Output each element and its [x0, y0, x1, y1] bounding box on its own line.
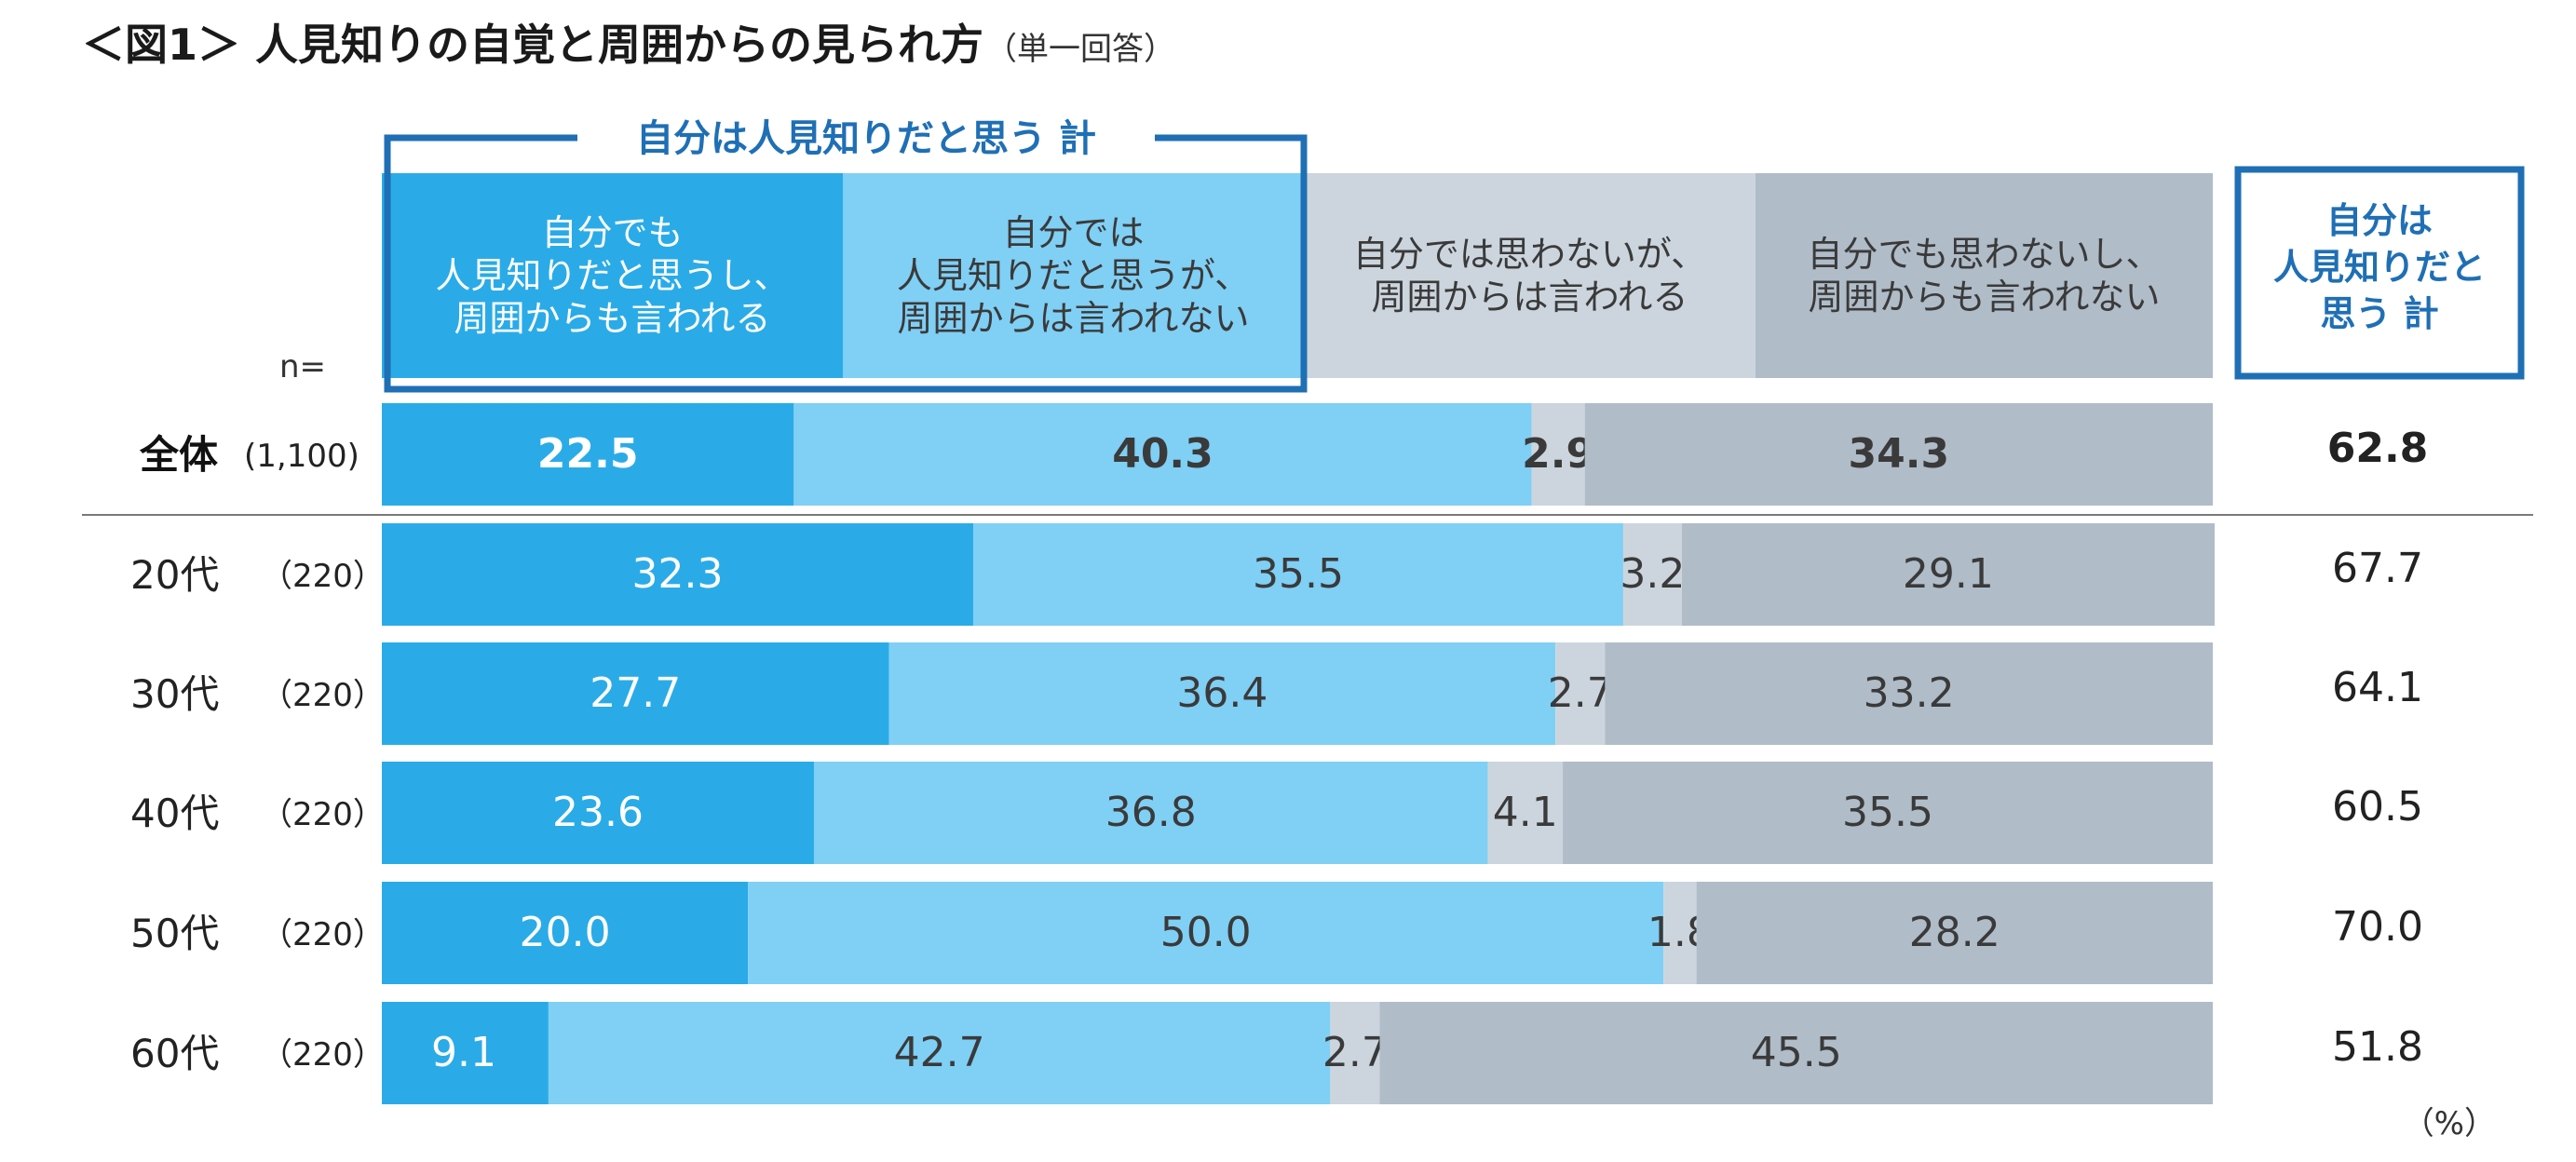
bar-row3-series4	[1605, 642, 2213, 745]
bar-row3-series1	[382, 642, 889, 745]
legend-header-2	[843, 173, 1304, 378]
chart-title: ＜図1＞ 人見知りの自覚と周囲からの見られ方	[82, 20, 983, 70]
bar-row1-series1	[382, 403, 794, 506]
total-header-line-3: 思う 計	[2320, 293, 2438, 334]
data-label-row6-series4: 45.5	[1751, 1029, 1842, 1076]
bar-row4-series4	[1563, 762, 2213, 864]
data-label-row5-series1: 20.0	[520, 909, 611, 956]
bar-row3-series3	[1555, 642, 1606, 745]
data-label-row4-series4: 35.5	[1842, 789, 1933, 836]
legend-header-2-line-3: 周囲からは言われない	[897, 298, 1249, 339]
bar-row6-series1	[382, 1002, 549, 1104]
data-label-row3-series2: 36.4	[1176, 669, 1268, 717]
unit-label: （%）	[2403, 1105, 2496, 1142]
data-label-row6-series2: 42.7	[894, 1029, 985, 1076]
data-label-row1-series1: 22.5	[537, 430, 639, 478]
row-label-4: 40代	[130, 790, 219, 836]
legend-header-2-line-2: 人見知りだと思うが、	[897, 255, 1250, 296]
bar-row1-series4	[1584, 403, 2213, 506]
bar-row5-series1	[382, 882, 749, 984]
data-label-row2-series4: 29.1	[1903, 550, 1994, 598]
legend-header-2-line-1: 自分では	[1002, 212, 1144, 253]
total-header-box	[2234, 166, 2525, 380]
group-bracket-label: 自分は人見知りだと思う 計	[636, 117, 1096, 160]
bar-row2-series1	[382, 523, 974, 626]
data-label-row2-series2: 35.5	[1253, 550, 1344, 598]
data-label-row6-series1: 9.1	[431, 1029, 496, 1076]
total-header-line-2: 人見知りだと	[2273, 247, 2486, 288]
total-value-row5: 70.0	[2332, 903, 2423, 951]
data-label-row4-series3: 4.1	[1493, 789, 1558, 836]
legend-header-1-line-1: 自分でも	[541, 212, 683, 253]
bar-row4-series3	[1487, 762, 1564, 864]
total-header-line-1: 自分は	[2326, 200, 2433, 241]
data-label-row3-series1: 27.7	[590, 669, 681, 717]
row-n-4: （220）	[261, 796, 385, 833]
row-n-5: （220）	[261, 916, 385, 953]
n-label: n=	[279, 348, 326, 385]
bar-row2-series2	[973, 523, 1623, 626]
bar-row6-series2	[548, 1002, 1331, 1104]
total-value-row3: 64.1	[2332, 664, 2423, 711]
legend-header-3-line-2: 周囲からは言われる	[1371, 277, 1688, 318]
bar-row4-series1	[382, 762, 814, 864]
legend-header-1-line-2: 人見知りだと思うし、	[435, 255, 789, 296]
data-label-row4-series1: 23.6	[552, 789, 644, 836]
plot-area: 自分でも人見知りだと思うし、周囲からも言われる自分では人見知りだと思うが、周囲か…	[82, 117, 2533, 1104]
data-label-row5-series2: 50.0	[1160, 909, 1252, 956]
data-label-row1-series3: 2.9	[1522, 430, 1594, 478]
legend-header-4-line-2: 周囲からも言われない	[1808, 277, 2160, 318]
bar-row6-series3	[1330, 1002, 1380, 1104]
data-label-row3-series3: 2.7	[1548, 669, 1613, 717]
data-label-row1-series2: 40.3	[1112, 430, 1213, 478]
legend-header-4	[1756, 173, 2213, 378]
bar-row2-series4	[1681, 523, 2215, 626]
row-n-3: （220）	[261, 677, 385, 714]
bar-row5-series3	[1663, 882, 1697, 984]
bar-row3-series2	[888, 642, 1556, 745]
legend-header-3-line-1: 自分では思わないが、	[1353, 234, 1706, 275]
bar-row2-series3	[1622, 523, 1682, 626]
total-value-row6: 51.8	[2332, 1023, 2423, 1071]
bar-row5-series2	[748, 882, 1664, 984]
legend-header-1-line-3: 周囲からも言われる	[454, 298, 770, 339]
legend-header-1	[382, 173, 843, 378]
data-label-row5-series4: 28.2	[1909, 909, 2000, 956]
bar-row5-series4	[1696, 882, 2213, 984]
group-bracket	[384, 134, 1308, 393]
row-n-2: （220）	[261, 558, 385, 595]
row-label-2: 20代	[130, 552, 219, 598]
chart-subtitle: （単一回答）	[985, 31, 1175, 68]
bar-row1-series3	[1531, 403, 1585, 506]
data-label-row3-series4: 33.2	[1864, 669, 1955, 717]
row-label-3: 30代	[130, 671, 219, 717]
legend-header-3	[1304, 173, 1756, 378]
legend-header-4-line-1: 自分でも思わないし、	[1807, 234, 2161, 275]
data-label-row4-series2: 36.8	[1105, 789, 1197, 836]
row-label-5: 50代	[130, 911, 219, 956]
data-label-row2-series1: 32.3	[632, 550, 724, 598]
data-label-row2-series3: 3.2	[1620, 550, 1685, 598]
data-label-row6-series3: 2.7	[1322, 1029, 1388, 1076]
row-n-1: (1,100)	[244, 438, 359, 475]
row-n-6: （220）	[261, 1036, 385, 1074]
bar-row6-series4	[1379, 1002, 2213, 1104]
row-label-6: 60代	[130, 1031, 219, 1076]
total-value-row2: 67.7	[2332, 545, 2423, 592]
total-value-row1: 62.8	[2327, 425, 2429, 472]
row-label-1: 全体	[139, 432, 218, 478]
bar-row1-series2	[793, 403, 1532, 506]
total-value-row4: 60.5	[2332, 783, 2423, 831]
bar-row4-series2	[813, 762, 1488, 864]
data-label-row1-series4: 34.3	[1849, 430, 1950, 478]
